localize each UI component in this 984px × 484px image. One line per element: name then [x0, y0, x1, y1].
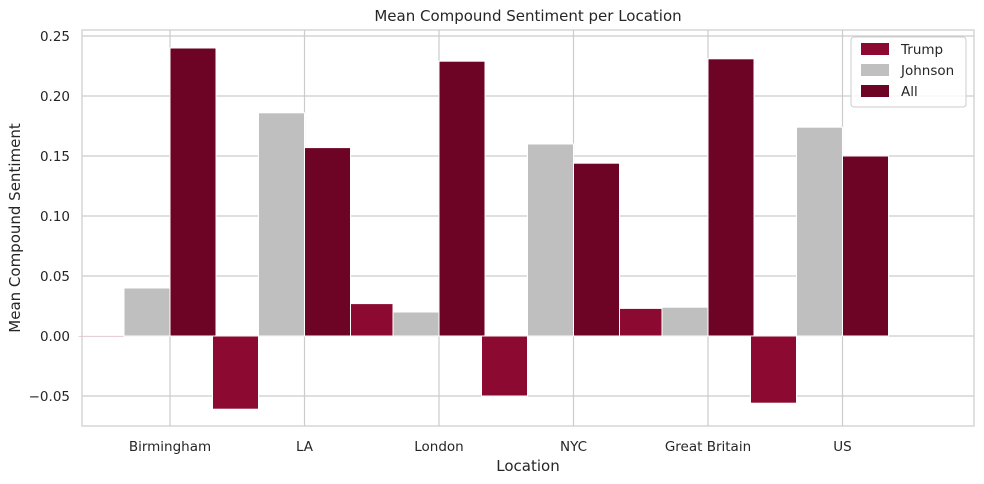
y-tick-label: 0.20 [40, 89, 70, 105]
x-tick-label: US [833, 439, 851, 455]
bar-all-nyc [573, 162, 620, 337]
bar-trump-nyc [481, 335, 528, 397]
bar-trump-us [750, 335, 797, 404]
legend: Trump Johnson All [850, 36, 967, 108]
bar-johnson-nyc [527, 143, 574, 337]
legend-swatch-trump [861, 43, 889, 55]
x-axis-label: Location [496, 457, 559, 475]
bar-johnson-la [258, 112, 305, 337]
bar-all-la [304, 147, 351, 337]
y-tick-label: −0.05 [29, 389, 70, 405]
x-tick-labels: Birmingham LA London NYC Great Britain US [129, 439, 852, 455]
x-tick-label: LA [296, 439, 314, 455]
legend-swatch-all [861, 85, 889, 97]
x-tick-label: Birmingham [129, 439, 211, 455]
bar-all-birmingham [169, 47, 217, 337]
bar-trump-la [212, 335, 259, 410]
chart-title: Mean Compound Sentiment per Location [374, 7, 681, 25]
x-tick-label: Great Britain [665, 439, 751, 455]
bar-johnson-london [392, 311, 440, 337]
legend-label-trump: Trump [900, 42, 943, 58]
bar-trump-great-britain [615, 307, 663, 337]
y-tick-label: 0.00 [40, 329, 70, 345]
bar-johnson-birmingham [123, 287, 171, 337]
plot-frame [81, 29, 975, 427]
y-axis-label: Mean Compound Sentiment [6, 123, 24, 333]
bar-all-london [438, 60, 486, 337]
legend-label-all: All [901, 84, 918, 100]
x-tick-label: London [414, 439, 464, 455]
x-tick-label: NYC [560, 439, 587, 455]
bar-johnson-us [796, 126, 843, 337]
y-tick-label: 0.15 [40, 149, 70, 165]
bar-trump-london [346, 303, 394, 337]
bar-all-us [842, 155, 889, 337]
bars [77, 47, 889, 410]
bar-all-great-britain [707, 58, 755, 337]
bar-trump-birmingham [77, 335, 125, 338]
y-tick-label: 0.25 [40, 29, 70, 45]
y-tick-labels: −0.05 0.00 0.05 0.10 0.15 0.20 0.25 [29, 29, 70, 405]
legend-swatch-johnson [861, 64, 889, 76]
y-tick-label: 0.10 [40, 209, 70, 225]
y-tick-label: 0.05 [40, 269, 70, 285]
legend-label-johnson: Johnson [900, 63, 954, 79]
bar-johnson-great-britain [661, 306, 709, 337]
